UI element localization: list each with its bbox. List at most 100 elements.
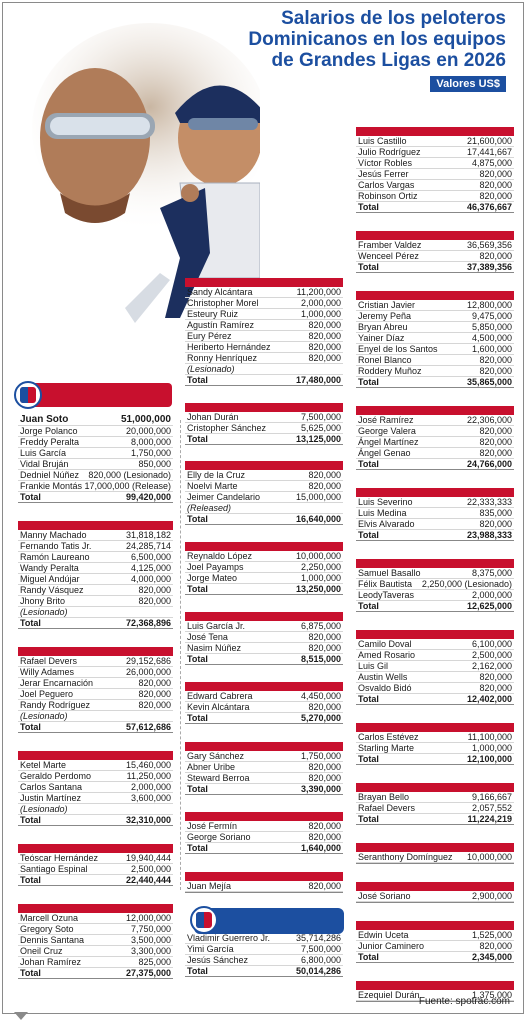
- player-row: Ketel Marte 15,460,000: [18, 760, 173, 771]
- player-name: Manny Machado: [20, 530, 87, 540]
- team-color-bar: [185, 403, 343, 412]
- total-value: 16,640,000: [295, 514, 341, 524]
- player-row: (Lesionado): [18, 607, 173, 618]
- player-salary: 12,000,000: [125, 913, 171, 923]
- player-row: LeodyTaveras 2,000,000: [356, 590, 514, 601]
- player-row: Jhony Brito 820,000: [18, 596, 173, 607]
- player-name: Rafael Devers: [358, 803, 416, 813]
- player-name: Julio Rodríguez: [358, 147, 421, 157]
- total-label: Total: [358, 459, 379, 469]
- player-salary: 7,500,000: [300, 412, 341, 422]
- total-value: 1,640,000: [300, 843, 341, 853]
- player-salary: 820,000: [479, 355, 512, 365]
- total-label: Total: [358, 754, 379, 764]
- player-row: Luis Severino 22,333,333: [356, 497, 514, 508]
- player-salary: 2,900,000: [471, 891, 512, 901]
- divider: [18, 732, 173, 733]
- player-name: Luis Castillo: [358, 136, 407, 146]
- divider: [356, 1001, 514, 1002]
- team-total-row: Total 27,375,000: [18, 968, 173, 978]
- player-salary: 29,152,686: [125, 656, 171, 666]
- player-row: Luis Medina 835,000: [356, 508, 514, 519]
- total-value: 8,515,000: [300, 654, 341, 664]
- player-row: Ángel Genao 820,000: [356, 448, 514, 459]
- player-salary: 10,000,000: [295, 551, 341, 561]
- team-block: Edwin Uceta 1,525,000 Junior Caminero 820,0…: [356, 921, 514, 963]
- player-row: Abner Uribe 820,000: [185, 762, 343, 773]
- player-name: Sandy Alcántara: [187, 287, 253, 297]
- player-row: Justin Martínez 3,600,000: [18, 793, 173, 804]
- player-name: Ángel Martínez: [358, 437, 419, 447]
- player-name: Randy Rodríguez: [20, 700, 91, 710]
- player-row: Wandy Peralta 4,125,000: [18, 563, 173, 574]
- total-label: Total: [358, 952, 379, 962]
- player-name: Luis Medina: [358, 508, 407, 518]
- team-total-row: Total 12,625,000: [356, 601, 514, 611]
- player-row: Heriberto Hernández 820,000: [185, 342, 343, 353]
- player-name: LeodyTaveras: [358, 590, 415, 600]
- player-row: Enyel de los Santos 1,600,000: [356, 344, 514, 355]
- player-name: Christopher Morel: [187, 298, 259, 308]
- divider: [185, 723, 343, 724]
- player-salary: 36,569,356: [466, 240, 512, 250]
- player-name: Ronny Henríquez: [187, 353, 258, 363]
- total-value: 12,402,000: [466, 694, 512, 704]
- total-value: 3,390,000: [300, 784, 341, 794]
- player-name: Gregory Soto: [20, 924, 74, 934]
- player-row: Santiago Espinal 2,500,000: [18, 864, 173, 875]
- frame-notch: [14, 1012, 28, 1020]
- player-name: Ramón Laureano: [20, 552, 90, 562]
- total-label: Total: [358, 202, 379, 212]
- total-label: Total: [187, 514, 208, 524]
- player-row: Starling Marte 1,000,000: [356, 743, 514, 754]
- team-total-row: Total 13,250,000: [185, 584, 343, 594]
- player-name: Luis Severino: [358, 497, 413, 507]
- league-logo-icon: [190, 906, 218, 934]
- player-name: José Soriano: [358, 891, 411, 901]
- team-block: Sandy Alcántara 11,200,000 Christopher Mor…: [185, 278, 343, 386]
- player-salary: 2,250,000: [300, 562, 341, 572]
- player-salary: 1,600,000: [471, 344, 512, 354]
- player-row: José Tena 820,000: [185, 632, 343, 643]
- team-block: Gary Sánchez 1,750,000 Abner Uribe 820,000 S…: [185, 742, 343, 795]
- total-label: Total: [187, 584, 208, 594]
- player-salary: 4,000,000: [130, 574, 171, 584]
- player-row: Jeremy Peña 9,475,000: [356, 311, 514, 322]
- player-salary: 820,000: [308, 320, 341, 330]
- player-row: Teóscar Hernández 19,940,444: [18, 853, 173, 864]
- total-value: 50,014,286: [295, 966, 341, 976]
- player-salary: 820,000: [308, 832, 341, 842]
- player-name: Juan Mejía: [187, 881, 232, 891]
- player-name: Frankie Montás: [20, 481, 83, 491]
- player-row: José Soriano 2,900,000: [356, 891, 514, 902]
- team-color-bar: [356, 231, 514, 240]
- column-middle: Sandy Alcántara 11,200,000 Christopher Mor…: [185, 278, 343, 977]
- player-salary: 835,000: [479, 508, 512, 518]
- player-row: Brayan Bello 9,166,667: [356, 792, 514, 803]
- team-color-bar: [356, 291, 514, 300]
- player-row: Agustín Ramírez 820,000: [185, 320, 343, 331]
- player-salary: 35,714,286: [295, 933, 341, 943]
- player-name: Vidal Bruján: [20, 459, 69, 469]
- player-name: Samuel Basallo: [358, 568, 421, 578]
- divider: [185, 444, 343, 445]
- player-salary: 820,000: [138, 585, 171, 595]
- team-total-row: Total 1,640,000: [185, 843, 343, 853]
- source-credit: Fuente: spotrac.com: [418, 996, 510, 1007]
- total-label: Total: [187, 843, 208, 853]
- player-name: Jerar Encarnación: [20, 678, 94, 688]
- player-salary: 820,000: [308, 353, 341, 363]
- divider: [18, 502, 173, 503]
- player-name: Luis Gil: [358, 661, 389, 671]
- team-block: Ezequiel Durán 1,375,000: [356, 981, 514, 1002]
- player-salary: 1,525,000: [471, 930, 512, 940]
- player-row: Osvaldo Bidó 820,000: [356, 683, 514, 694]
- player-row: (Lesionado): [18, 804, 173, 815]
- total-label: Total: [20, 875, 41, 885]
- team-total-row: Total 35,865,000: [356, 377, 514, 387]
- team-block: Seranthony Domínguez 10,000,000: [356, 843, 514, 864]
- player-salary: 12,800,000: [466, 300, 512, 310]
- total-value: 22,440,444: [125, 875, 171, 885]
- player-name: Oneil Cruz: [20, 946, 63, 956]
- player-salary: 22,333,333: [466, 497, 512, 507]
